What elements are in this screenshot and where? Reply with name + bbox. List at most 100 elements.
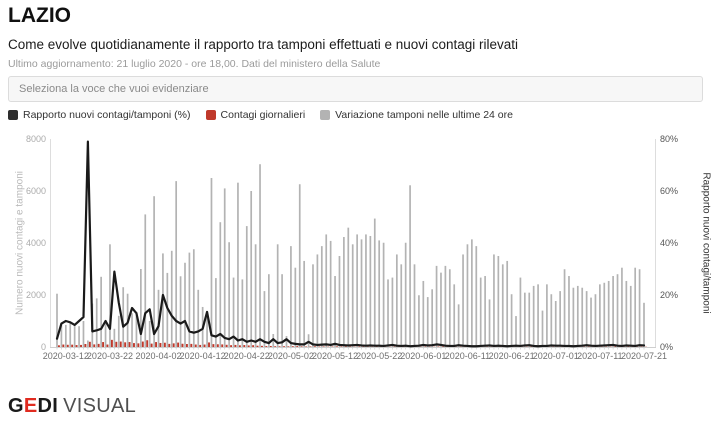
tests-bar: [590, 298, 592, 347]
tests-bar: [621, 268, 623, 347]
tests-bar: [78, 326, 80, 347]
tests-bar: [246, 226, 248, 347]
cases-bar: [129, 342, 131, 347]
tests-bar: [564, 269, 566, 347]
tests-bar: [347, 228, 349, 347]
cases-bar: [230, 345, 232, 347]
cases-bar: [98, 344, 100, 347]
highlight-select[interactable]: Seleziona la voce che vuoi evidenziare: [8, 76, 703, 102]
cases-bar: [71, 345, 73, 347]
tests-bar: [467, 244, 469, 347]
legend-label: Contagi giornalieri: [221, 109, 306, 121]
tests-bar: [471, 239, 473, 347]
cases-bar: [252, 345, 254, 347]
tests-bar: [259, 164, 261, 347]
tests-bar: [422, 281, 424, 347]
tests-bar: [608, 281, 610, 347]
tests-bar: [449, 269, 451, 347]
cases-bar: [261, 346, 263, 347]
tests-bar: [277, 244, 279, 347]
tests-bar: [573, 288, 575, 347]
cases-bar: [93, 344, 95, 347]
tests-bar: [453, 284, 455, 347]
tests-bar: [343, 237, 345, 347]
tests-bar: [581, 288, 583, 347]
tests-bar: [365, 234, 367, 347]
tests-bar: [153, 196, 155, 347]
tests-bar: [189, 253, 191, 347]
cases-bar: [336, 346, 338, 347]
cases-bar: [204, 345, 206, 347]
tests-bar: [144, 214, 146, 347]
chart-plot: [0, 130, 720, 365]
cases-bar: [235, 345, 237, 347]
cases-bar: [323, 346, 325, 347]
tests-bar: [603, 283, 605, 347]
tests-bar: [96, 298, 98, 347]
tests-bar: [312, 264, 314, 347]
tests-bar: [290, 246, 292, 347]
legend-item-2: Variazione tamponi nelle ultime 24 ore: [320, 109, 513, 121]
tests-bar: [462, 254, 464, 347]
tests-bar: [506, 261, 508, 347]
cases-bar: [151, 344, 153, 347]
cases-bar: [212, 344, 214, 347]
cases-bar: [226, 345, 228, 347]
tests-bar: [83, 321, 85, 347]
legend-swatch: [320, 110, 330, 120]
cases-bar: [120, 342, 122, 347]
tests-bar: [599, 284, 601, 347]
tests-bar: [537, 284, 539, 347]
tests-bar: [286, 336, 288, 347]
tests-bar: [625, 281, 627, 347]
tests-bar: [630, 286, 632, 347]
chart-legend: Rapporto nuovi contagi/tamponi (%)Contag…: [8, 109, 513, 121]
tests-bar: [109, 244, 111, 347]
cases-bar: [221, 344, 223, 347]
cases-bar: [155, 342, 157, 347]
cases-bar: [168, 344, 170, 347]
tests-bar: [370, 236, 372, 347]
tests-bar: [303, 261, 305, 347]
cases-bar: [239, 345, 241, 347]
tests-bar: [405, 243, 407, 347]
tests-bar: [140, 269, 142, 347]
cases-bar: [160, 343, 162, 347]
tests-bar: [122, 287, 124, 347]
cases-bar: [248, 345, 250, 347]
cases-bar: [301, 346, 303, 347]
cases-bar: [288, 346, 290, 347]
tests-bar: [114, 329, 116, 347]
cases-bar: [243, 345, 245, 347]
tests-bar: [237, 183, 239, 347]
tests-bar: [595, 294, 597, 347]
tests-bar: [392, 278, 394, 347]
tests-bar: [586, 291, 588, 347]
cases-bar: [84, 344, 86, 347]
cases-bar: [58, 345, 60, 347]
tests-bar: [524, 293, 526, 347]
cases-bar: [111, 340, 113, 347]
legend-swatch: [206, 110, 216, 120]
tests-bar: [264, 291, 266, 347]
cases-bar: [89, 342, 91, 347]
legend-swatch: [8, 110, 18, 120]
tests-bar: [65, 325, 67, 347]
cases-bar: [115, 342, 117, 347]
tests-bar: [197, 290, 199, 347]
cases-bar: [195, 345, 197, 347]
cases-bar: [199, 345, 201, 347]
tests-bar: [299, 184, 301, 347]
tests-bar: [180, 276, 182, 347]
tests-bar: [294, 268, 296, 347]
tests-bar: [511, 294, 513, 347]
tests-bar: [171, 251, 173, 347]
tests-bar: [339, 256, 341, 347]
cases-bar: [270, 346, 272, 347]
tests-bar: [383, 243, 385, 347]
tests-bar: [550, 294, 552, 347]
tests-bar: [445, 266, 447, 347]
tests-bar: [542, 311, 544, 347]
tests-bar: [321, 246, 323, 347]
cases-bar: [186, 344, 188, 347]
